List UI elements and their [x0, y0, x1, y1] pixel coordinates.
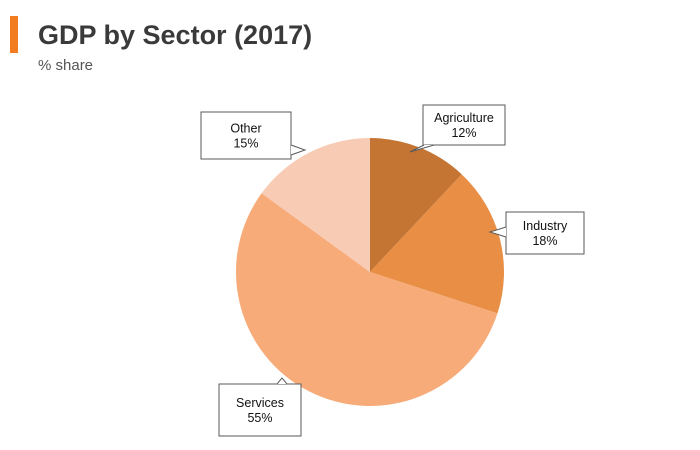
callout-pointer — [276, 377, 288, 385]
callout-pointer — [409, 144, 435, 153]
chart-subtitle: % share — [38, 57, 94, 74]
pie-slice-industry — [370, 174, 504, 314]
callout-pointer — [488, 226, 507, 238]
chart-title: GDP by Sector (2017) — [38, 20, 313, 50]
slice-value-label: 12% — [451, 126, 476, 140]
callout-box — [422, 104, 506, 146]
chart-header: GDP by Sector (2017) % share — [0, 0, 700, 90]
callout-box — [200, 111, 292, 160]
pie-slice-other — [261, 138, 370, 272]
slice-value-label: 18% — [532, 234, 557, 248]
title-accent-bar — [10, 16, 18, 53]
pie-slice-agriculture — [370, 138, 462, 272]
slice-label: Agriculture — [434, 111, 494, 125]
slice-value-label: 15% — [233, 137, 258, 151]
slice-label: Other — [230, 122, 261, 136]
pie-slice-services — [235, 193, 498, 407]
slice-label: Industry — [523, 219, 568, 233]
slice-label: Services — [236, 396, 284, 410]
callout-pointer — [290, 144, 307, 156]
callout-box — [218, 383, 302, 437]
callout-box — [505, 211, 585, 255]
slice-value-label: 55% — [247, 411, 272, 425]
